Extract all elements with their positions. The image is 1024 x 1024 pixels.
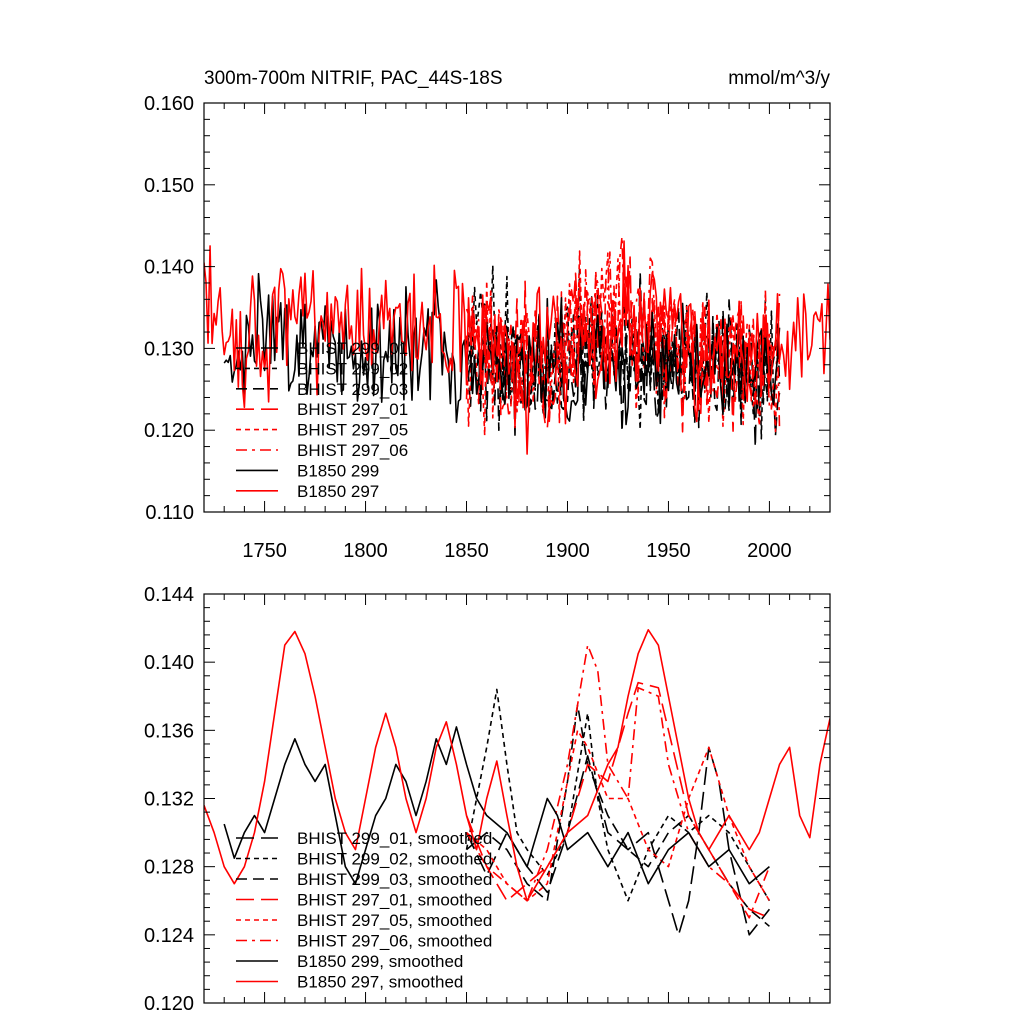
legend-label: B1850 299 <box>297 461 379 480</box>
series-line <box>204 240 830 455</box>
legend-label: BHIST 297_01, smoothed <box>297 891 492 910</box>
title-left: 300m-700m NITRIF, PAC_44S-18S <box>204 68 503 89</box>
x-tick-label: 1800 <box>343 540 388 562</box>
legend-label: BHIST 299_03, smoothed <box>297 870 492 889</box>
y-tick-label: 0.150 <box>144 175 194 197</box>
y-tick-label: 0.120 <box>144 420 194 442</box>
x-tick-label: 2000 <box>747 540 792 562</box>
legend-label: B1850 297 <box>297 482 379 501</box>
top-panel: 1750 1800 1850 1900 1950 20000.1100.1200.1300… <box>144 93 831 562</box>
y-tick-label: 0.136 <box>144 720 194 742</box>
title-right: mmol/m^3/y <box>728 68 830 89</box>
y-tick-label: 0.120 <box>144 993 194 1015</box>
y-tick-label: 0.128 <box>144 857 194 879</box>
y-axis: 0.120 0.124 0.128 0.132 0.136 0.140 0.144 <box>144 584 830 1015</box>
legend-label: BHIST 299_02, smoothed <box>297 850 492 869</box>
x-tick-label: 1750 <box>242 540 287 562</box>
series-line <box>465 688 771 902</box>
x-axis <box>223 594 831 1003</box>
x-tick-label: 1900 <box>545 540 590 562</box>
y-tick-label: 0.144 <box>144 584 194 606</box>
legend-label: BHIST 299_01, smoothed <box>297 829 492 848</box>
x-tick-label: 1950 <box>646 540 691 562</box>
legend-label: BHIST 297_01 <box>297 400 408 419</box>
y-axis: 0.110 0.120 0.130 0.140 0.150 0.160 <box>144 93 830 524</box>
series-line <box>223 726 770 885</box>
series-line <box>204 628 830 902</box>
legend-label: BHIST 299_03 <box>297 380 408 399</box>
y-tick-label: 0.160 <box>144 93 194 115</box>
y-tick-label: 0.110 <box>145 502 194 524</box>
legend-label: B1850 297, smoothed <box>297 973 463 992</box>
y-tick-label: 0.130 <box>144 338 194 360</box>
legend-label: B1850 299, smoothed <box>297 952 463 971</box>
legend-label: BHIST 299_01 <box>297 339 408 358</box>
legend-label: BHIST 297_05 <box>297 421 408 440</box>
bottom-panel: 0.120 0.124 0.128 0.132 0.136 0.140 0.144 BHIST… <box>144 584 831 1015</box>
series-line <box>465 644 771 919</box>
plot-frame <box>203 102 831 513</box>
plot-area <box>204 628 830 936</box>
y-tick-label: 0.124 <box>144 925 194 947</box>
legend-label: BHIST 297_05, smoothed <box>297 911 492 930</box>
legend: BHIST 299_01, smoothed BHIST 299_02, smoo… <box>236 829 492 992</box>
y-tick-label: 0.132 <box>144 789 194 811</box>
y-tick-label: 0.140 <box>144 652 194 674</box>
plot-area <box>204 235 830 455</box>
y-tick-label: 0.140 <box>144 257 194 279</box>
legend-label: BHIST 299_02 <box>297 359 408 378</box>
legend-label: BHIST 297_06 <box>297 441 408 460</box>
x-axis: 1750 1800 1850 1900 1950 2000 <box>223 103 831 562</box>
series-line <box>466 729 771 902</box>
x-tick-label: 1850 <box>444 540 489 562</box>
legend-label: BHIST 297_06, smoothed <box>297 932 492 951</box>
